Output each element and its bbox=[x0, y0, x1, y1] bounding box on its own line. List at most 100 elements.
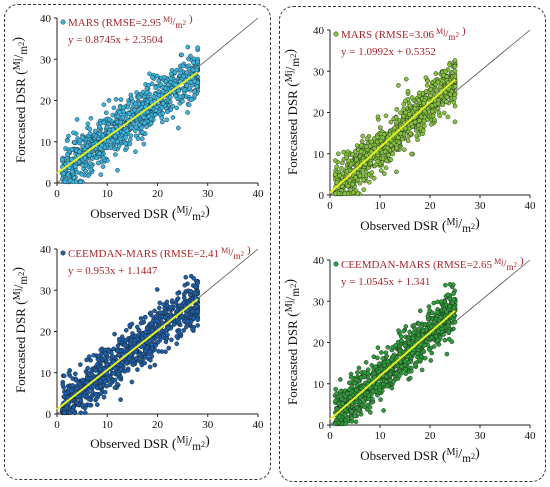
data-point bbox=[182, 282, 188, 288]
y-axis-label: Forecasted DSR bbox=[13, 75, 28, 163]
data-point bbox=[387, 377, 393, 383]
data-point bbox=[103, 110, 109, 116]
unit-exponent: 2 bbox=[17, 42, 26, 46]
data-point bbox=[89, 372, 95, 378]
data-point bbox=[422, 123, 427, 129]
data-point bbox=[346, 158, 351, 164]
data-point bbox=[113, 152, 118, 157]
data-point bbox=[364, 144, 369, 150]
data-point bbox=[395, 135, 401, 141]
data-point bbox=[82, 410, 88, 416]
legend-unit-denominator: m bbox=[506, 262, 513, 272]
data-point bbox=[160, 119, 165, 125]
data-point bbox=[371, 354, 377, 360]
data-point bbox=[444, 99, 449, 105]
data-point bbox=[418, 114, 424, 120]
data-point bbox=[403, 324, 409, 329]
data-point bbox=[77, 381, 82, 387]
data-point bbox=[411, 330, 417, 335]
data-point bbox=[180, 63, 186, 69]
data-point bbox=[405, 88, 411, 94]
legend-text: MARS (RMSE=2.95 Mj/m2) bbox=[68, 13, 193, 30]
data-point bbox=[364, 153, 369, 158]
data-point bbox=[116, 352, 122, 358]
data-point bbox=[135, 367, 140, 372]
data-point bbox=[128, 133, 134, 139]
data-point bbox=[396, 139, 402, 145]
data-point bbox=[93, 368, 98, 373]
data-point bbox=[333, 398, 338, 404]
legend-unit-denominator: m bbox=[233, 251, 240, 261]
data-point bbox=[426, 304, 432, 309]
data-point bbox=[452, 95, 457, 101]
data-point bbox=[334, 180, 340, 185]
data-point bbox=[358, 375, 364, 380]
data-point bbox=[352, 413, 358, 419]
legend-marker bbox=[333, 261, 339, 267]
regression-equation: y = 1.0545x + 1.341 bbox=[341, 276, 430, 288]
data-point bbox=[178, 70, 184, 76]
data-point bbox=[406, 340, 412, 346]
data-point bbox=[186, 102, 192, 108]
data-point bbox=[435, 79, 441, 85]
data-point bbox=[401, 328, 406, 334]
scatter-chart-4: 0 10 20 30 40 0 10 20 30 40 CEEMDAN-MARS (RMSE=2.6… bbox=[283, 255, 536, 465]
data-point bbox=[173, 93, 178, 99]
data-point bbox=[360, 133, 366, 139]
data-point bbox=[172, 69, 178, 75]
data-point bbox=[452, 58, 458, 63]
data-point bbox=[113, 366, 118, 372]
data-point bbox=[121, 105, 126, 111]
data-point bbox=[123, 337, 129, 343]
data-point bbox=[139, 136, 145, 141]
data-point bbox=[80, 162, 86, 168]
data-point bbox=[146, 114, 152, 119]
data-point bbox=[383, 350, 389, 355]
unit-denominator: m bbox=[192, 441, 201, 453]
data-point bbox=[438, 315, 444, 320]
legend-marker bbox=[60, 250, 66, 256]
data-point bbox=[428, 121, 434, 127]
data-point bbox=[106, 117, 112, 122]
data-point bbox=[444, 94, 450, 100]
data-point bbox=[386, 152, 392, 158]
data-point bbox=[349, 415, 354, 421]
data-point bbox=[394, 355, 400, 361]
data-point bbox=[410, 350, 415, 356]
data-points bbox=[59, 44, 200, 185]
data-point bbox=[345, 183, 351, 189]
data-point bbox=[428, 87, 434, 92]
legend-unit-exponent: 2 bbox=[240, 250, 244, 258]
data-point bbox=[389, 385, 395, 391]
legend-close-paren: ) bbox=[462, 25, 466, 37]
legend-unit-numerator: Mj bbox=[494, 257, 503, 266]
data-point bbox=[358, 149, 364, 154]
data-point bbox=[443, 69, 448, 74]
data-point bbox=[369, 170, 375, 175]
data-point bbox=[66, 370, 72, 376]
data-point bbox=[442, 337, 448, 343]
x-axis-title: Observed DSR (Mj/m2) bbox=[360, 216, 480, 235]
unit-denominator: m bbox=[462, 453, 471, 465]
data-point bbox=[119, 360, 125, 365]
data-point bbox=[163, 314, 168, 320]
x-axis-label: Observed DSR bbox=[90, 436, 172, 451]
data-point bbox=[385, 141, 391, 147]
data-point bbox=[195, 59, 200, 65]
data-point bbox=[382, 171, 387, 176]
data-point bbox=[167, 99, 173, 105]
data-point bbox=[354, 157, 359, 162]
unit-denominator: m bbox=[192, 211, 201, 223]
data-point bbox=[348, 187, 353, 193]
data-point bbox=[142, 315, 148, 320]
data-point bbox=[153, 108, 159, 113]
data-point bbox=[401, 102, 406, 107]
data-point bbox=[445, 323, 451, 329]
data-point bbox=[91, 384, 96, 389]
data-point bbox=[70, 376, 75, 381]
data-point bbox=[407, 329, 412, 335]
data-point bbox=[424, 82, 430, 88]
data-point bbox=[384, 383, 390, 389]
unit-numerator: Mj bbox=[284, 70, 295, 82]
data-point bbox=[366, 179, 372, 185]
